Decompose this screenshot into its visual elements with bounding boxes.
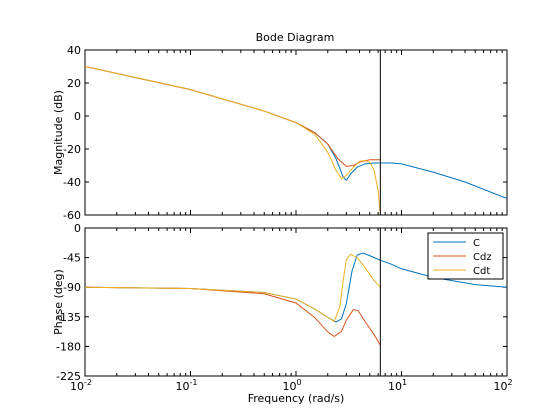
magnitude-axes-box: [84, 49, 508, 216]
chart-title: Bode Diagram: [256, 31, 335, 44]
legend-label-cdz: Cdz: [473, 252, 492, 263]
series-line-cdt-magnitude: [85, 66, 381, 215]
x-tick-label: 100: [282, 378, 301, 393]
phase-ytick-label: -135: [56, 311, 81, 324]
magnitude-ytick-label: 40: [67, 44, 81, 57]
magnitude-series-group: [85, 66, 507, 215]
x-tick-label: 102: [493, 378, 512, 393]
series-line-cdt-phase: [85, 253, 381, 323]
x-axis-label: Frequency (rad/s): [248, 392, 345, 405]
x-tick-label: 10-1: [176, 378, 198, 393]
legend: C Cdz Cdt: [427, 232, 504, 280]
phase-ytick-label: -45: [63, 252, 81, 265]
phase-ytick-label: -90: [63, 281, 81, 294]
magnitude-y-axis-label: Magnitude (dB): [52, 90, 65, 175]
series-line-cdz-phase: [85, 286, 381, 346]
phase-y-axis-label: Phase (deg): [52, 269, 65, 335]
x-tick-label: 10-2: [70, 378, 92, 393]
phase-series-group: [85, 252, 507, 346]
plot-panels: 40 20 0 -20 -40 -60 Magnitude (dB) 0 -45 -90 -135 -…: [52, 44, 513, 393]
phase-ytick-label: 0: [74, 222, 81, 235]
magnitude-ytick-label: -20: [63, 143, 81, 156]
magnitude-panel: 40 20 0 -20 -40 -60 Magnitude (dB): [52, 44, 508, 222]
magnitude-ytick-label: -40: [63, 176, 81, 189]
legend-label-c: C: [473, 238, 480, 249]
magnitude-ytick-label: -60: [63, 209, 81, 222]
x-tick-label: 101: [388, 378, 407, 393]
legend-label-cdt: Cdt: [473, 266, 490, 277]
phase-ytick-label: -180: [56, 340, 81, 353]
magnitude-ytick-label: 0: [74, 110, 81, 123]
phase-ytick-label: -225: [56, 370, 81, 383]
magnitude-ytick-label: 20: [67, 77, 81, 90]
